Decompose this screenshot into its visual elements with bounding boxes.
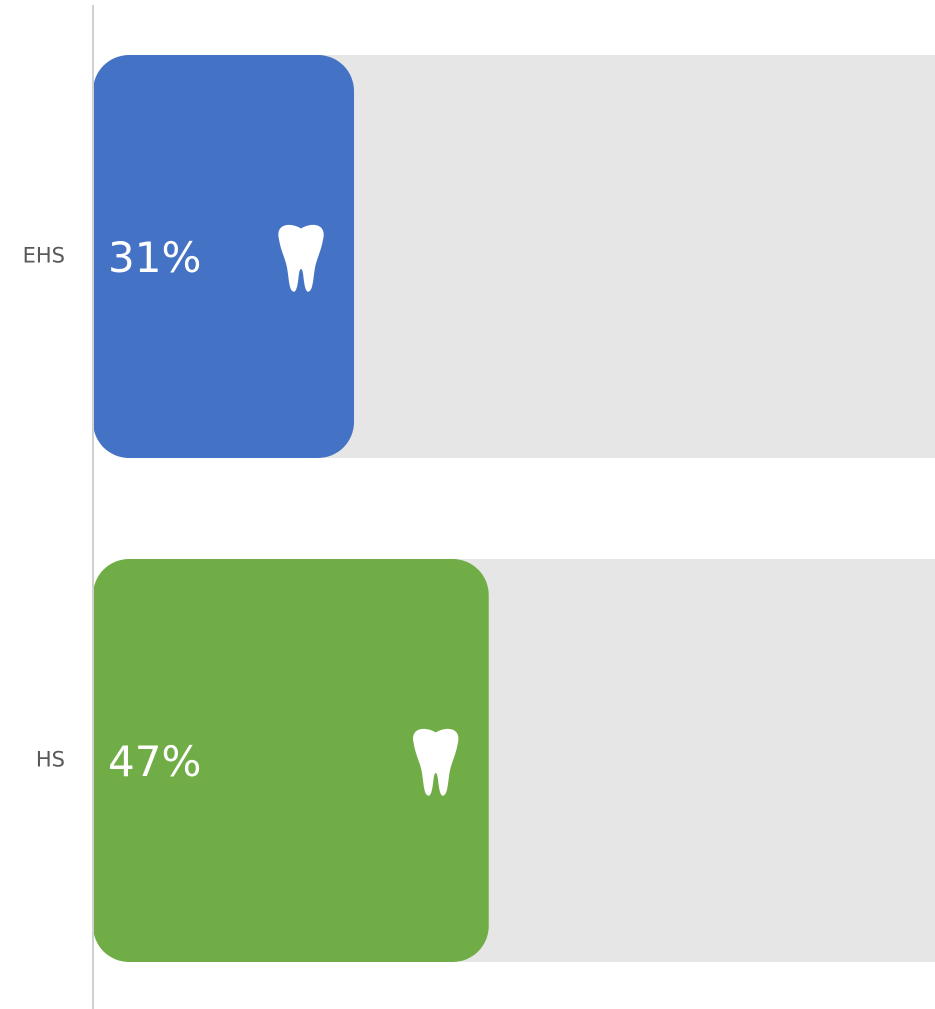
- bar: [93, 559, 489, 962]
- bar: [93, 55, 355, 458]
- value-label: 31%: [108, 233, 201, 282]
- tooth-icon: [413, 728, 459, 796]
- y-tick-label: EHS: [23, 244, 65, 268]
- y-tick-label: HS: [36, 748, 65, 772]
- bars: 31% 47%: [93, 55, 489, 962]
- value-label: 47%: [108, 737, 201, 786]
- tooth-icon: [278, 224, 324, 292]
